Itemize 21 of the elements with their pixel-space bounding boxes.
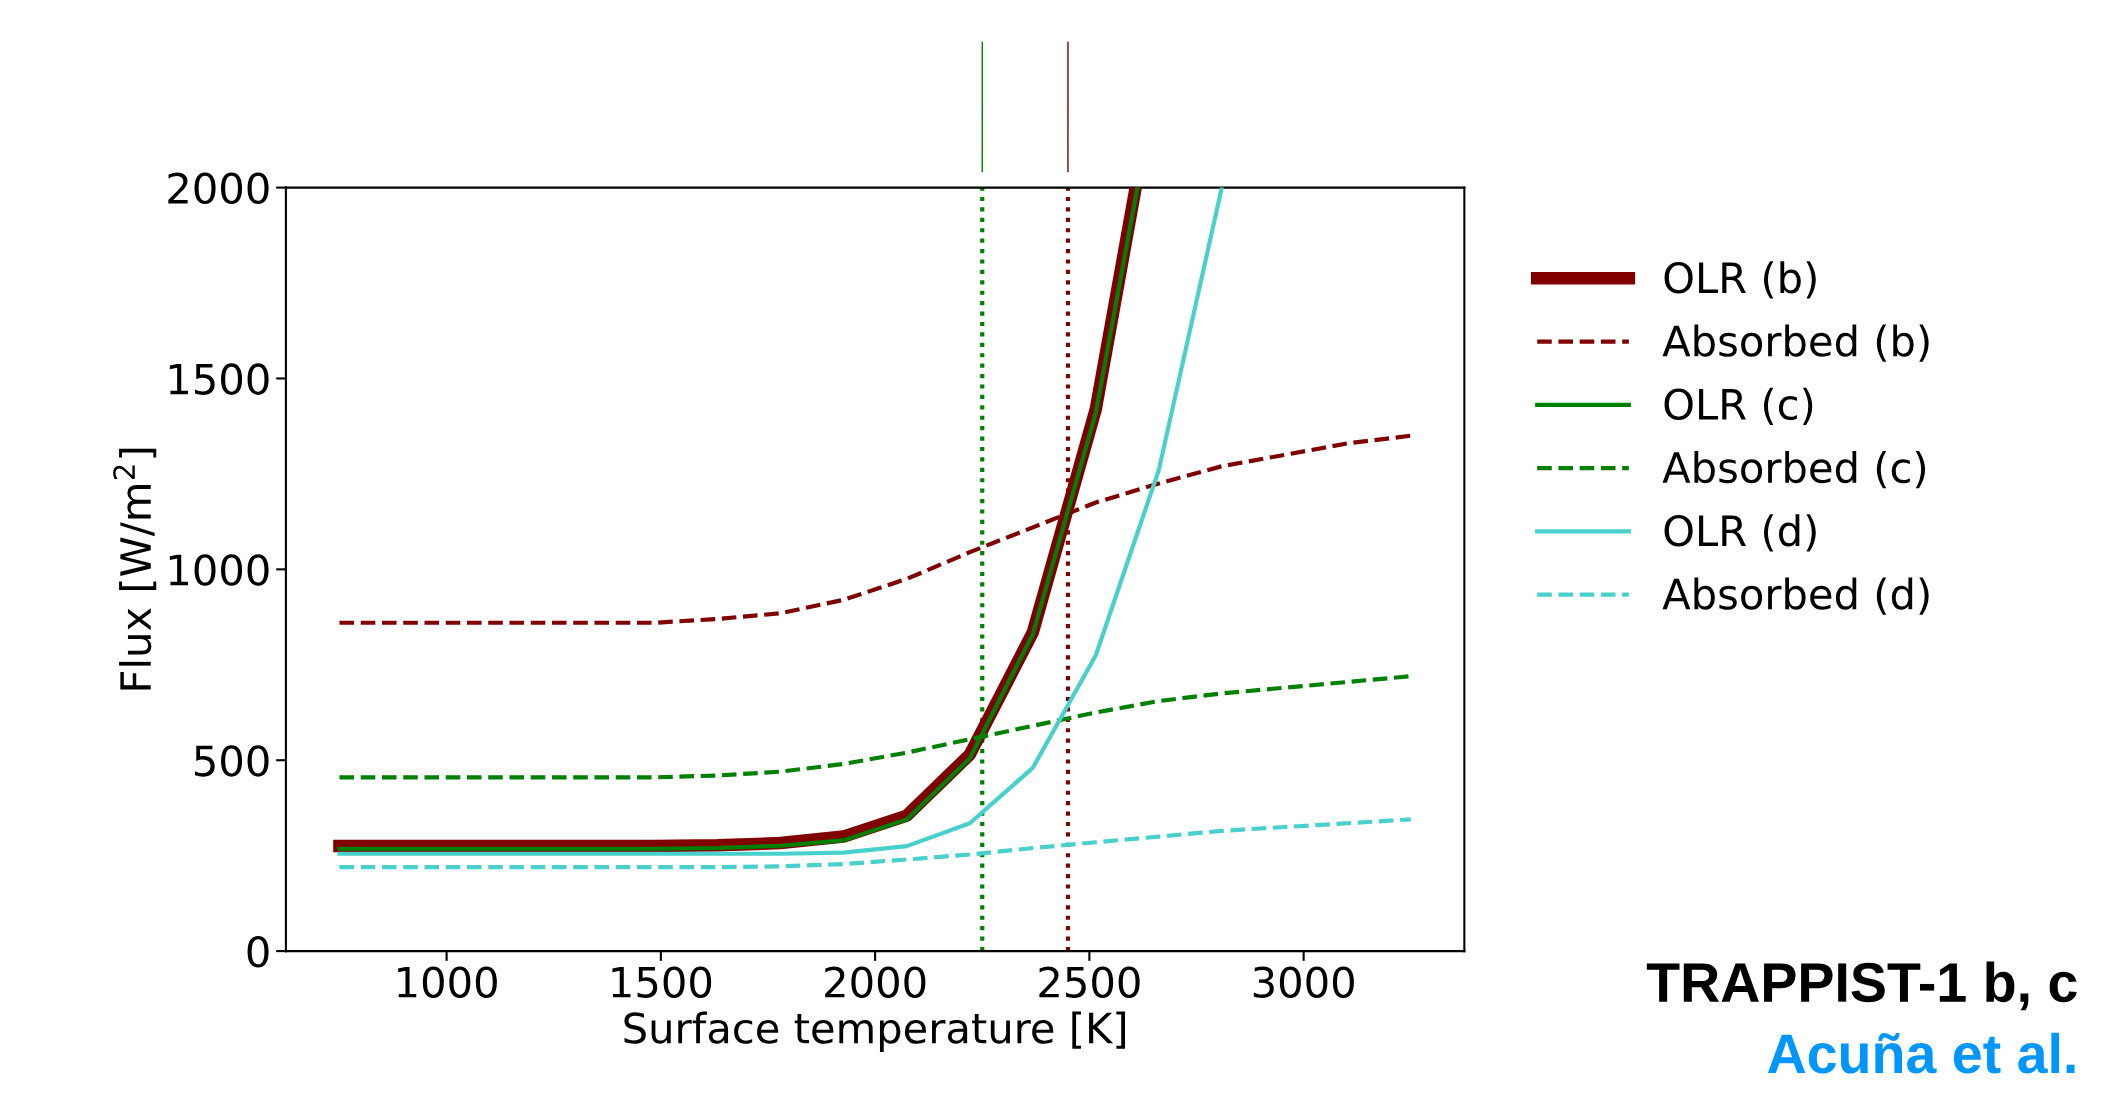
text: TRAPPIST-1 b, c xyxy=(1646,961,2077,1011)
legend-label: Absorbed (b) xyxy=(1662,324,1929,362)
y-axis-title: Flux [W/m$^{2}$] xyxy=(113,448,157,690)
x-tick-label: 1000 xyxy=(398,966,497,998)
legend-label: Absorbed (d) xyxy=(1662,577,1929,615)
text: Acuña et al. xyxy=(1767,1032,2075,1074)
y-tick-label: 0 xyxy=(247,936,269,968)
x-tick-label: 2000 xyxy=(825,966,926,998)
x-axis-title: Surface temperature [K] xyxy=(624,1011,1126,1052)
y-tick-label: 500 xyxy=(195,745,269,777)
legend-label: OLR (d) xyxy=(1664,514,1816,552)
y-tick-label: 1500 xyxy=(169,363,269,395)
y-tick-label: 2000 xyxy=(168,172,269,205)
x-tick-label: 1500 xyxy=(612,966,712,998)
legend-label: Absorbed (c) xyxy=(1662,451,1926,489)
line-series xyxy=(337,817,1413,870)
y-tick-label: 1000 xyxy=(169,554,269,586)
legend-label: OLR (c) xyxy=(1664,387,1813,425)
x-tick-label: 2500 xyxy=(1039,966,1140,998)
x-tick-label: 3000 xyxy=(1253,966,1354,998)
legend-label: OLR (b) xyxy=(1664,261,1816,299)
